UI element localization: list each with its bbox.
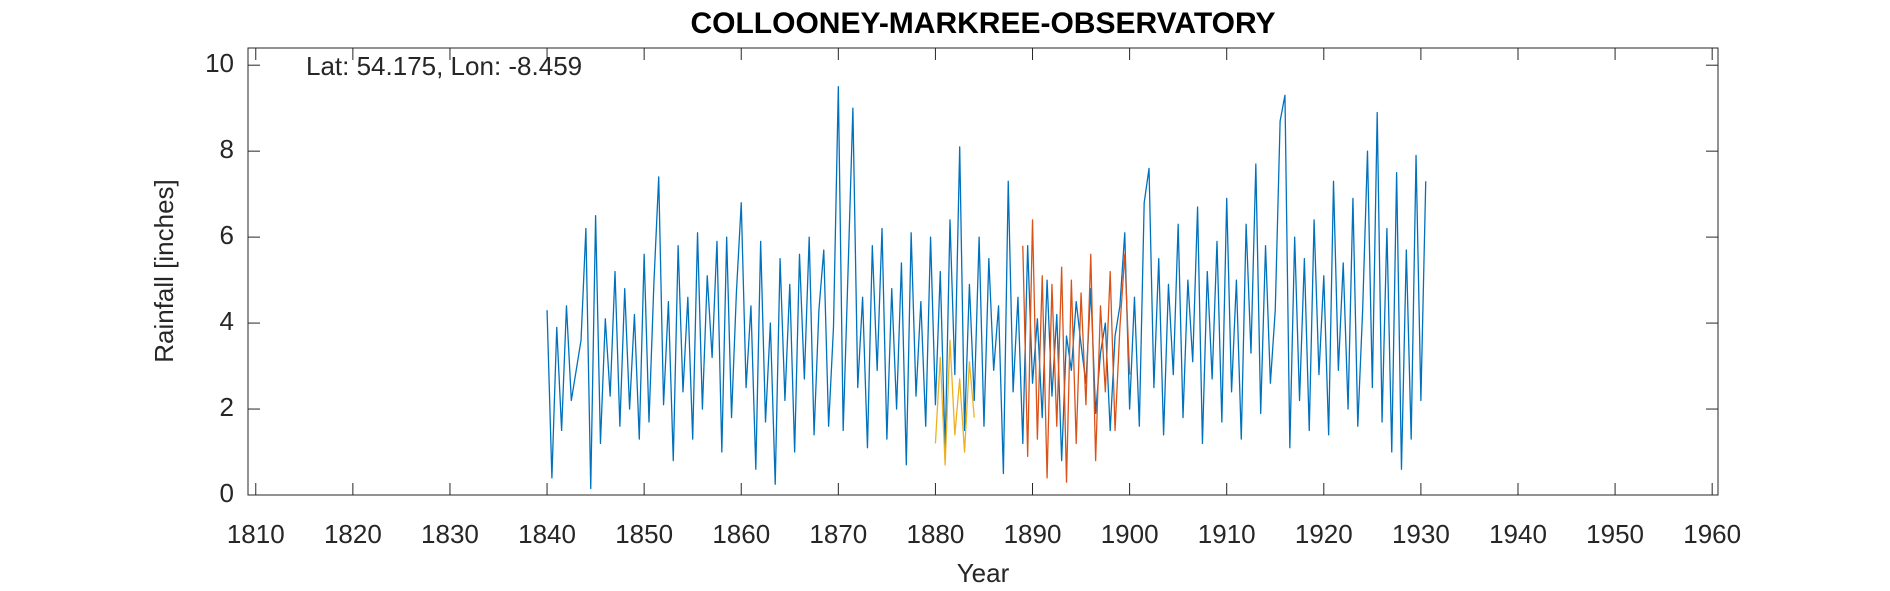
x-tick-label: 1950	[1586, 519, 1644, 549]
series-line	[546, 86, 1427, 490]
chart-title: COLLOONEY-MARKREE-OBSERVATORY	[690, 7, 1275, 40]
y-tick-label: 10	[205, 48, 234, 78]
x-tick-label: 1880	[907, 519, 965, 549]
x-tick-label: 1930	[1392, 519, 1450, 549]
x-tick-label: 1920	[1295, 519, 1353, 549]
y-tick-label: 2	[220, 392, 234, 422]
x-tick-label: 1940	[1489, 519, 1547, 549]
x-tick-label: 1860	[712, 519, 770, 549]
x-tick-label: 1960	[1683, 519, 1741, 549]
x-tick-label: 1870	[809, 519, 867, 549]
x-tick-label: 1900	[1101, 519, 1159, 549]
x-tick-label: 1910	[1198, 519, 1256, 549]
x-axis-label: Year	[957, 558, 1010, 588]
y-tick-label: 8	[220, 134, 234, 164]
x-tick-label: 1890	[1004, 519, 1062, 549]
annotation: Lat: 54.175, Lon: -8.459	[306, 51, 582, 81]
y-tick-label: 6	[220, 220, 234, 250]
y-tick-label: 4	[220, 306, 234, 336]
series-line	[1022, 219, 1131, 483]
x-tick-label: 1810	[227, 519, 285, 549]
x-tick-label: 1850	[615, 519, 673, 549]
x-tick-label: 1820	[324, 519, 382, 549]
y-axis-label: Rainfall [inches]	[149, 179, 179, 363]
y-tick-label: 0	[220, 478, 234, 508]
series-line	[934, 339, 975, 466]
x-tick-label: 1840	[518, 519, 576, 549]
x-tick-label: 1830	[421, 519, 479, 549]
plot-box	[247, 47, 1719, 496]
